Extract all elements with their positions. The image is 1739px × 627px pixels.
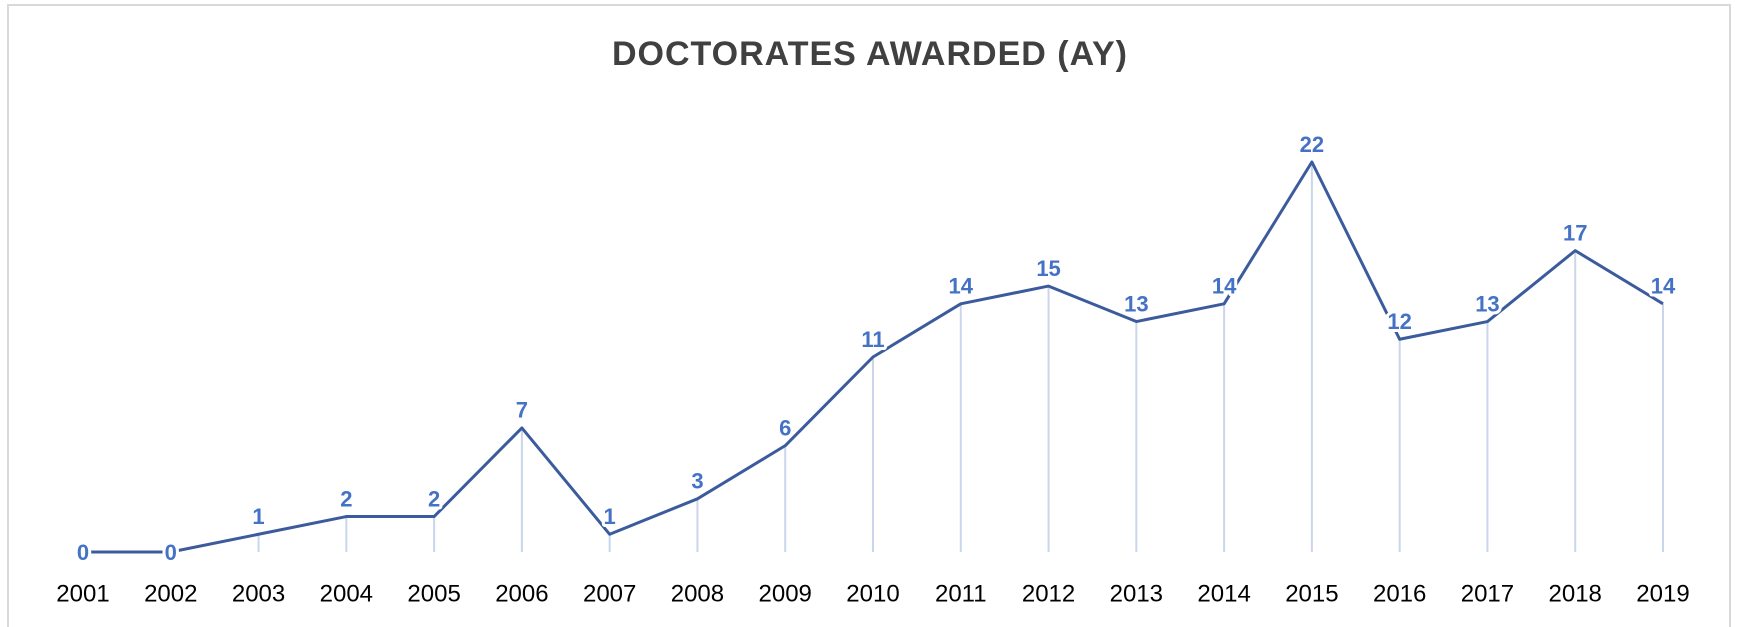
data-label: 13 <box>1124 291 1148 316</box>
data-label: 15 <box>1036 256 1060 281</box>
x-tick-label: 2014 <box>1197 580 1250 607</box>
data-label: 2 <box>428 486 440 511</box>
data-label: 0 <box>77 540 89 565</box>
data-label: 6 <box>779 415 791 440</box>
x-tick-label: 2007 <box>583 580 636 607</box>
x-tick-label: 2011 <box>935 580 987 607</box>
data-label: 1 <box>604 504 616 529</box>
data-label: 2 <box>340 486 352 511</box>
x-tick-label: 2008 <box>671 580 724 607</box>
chart-title: DOCTORATES AWARDED (AY) <box>612 35 1128 73</box>
x-tick-label: 2015 <box>1285 580 1338 607</box>
x-tick-label: 2006 <box>495 580 548 607</box>
data-label: 14 <box>1212 274 1237 299</box>
data-line <box>83 160 1664 554</box>
data-label: 22 <box>1300 132 1324 157</box>
data-label: 11 <box>861 327 884 352</box>
x-tick-label: 2004 <box>320 580 373 607</box>
x-tick-label: 2012 <box>1022 580 1075 607</box>
data-label: 1 <box>252 504 264 529</box>
data-label: 14 <box>1651 274 1676 299</box>
data-label: 0 <box>165 540 177 565</box>
data-label: 17 <box>1563 220 1587 245</box>
x-tick-label: 2009 <box>759 580 812 607</box>
data-label: 7 <box>516 398 528 423</box>
x-tick-label: 2017 <box>1461 580 1514 607</box>
x-tick-label: 2002 <box>144 580 197 607</box>
x-tick-label: 2003 <box>232 580 285 607</box>
x-tick-label: 2005 <box>407 580 460 607</box>
chart-frame <box>7 4 1731 627</box>
x-tick-label: 2018 <box>1549 580 1602 607</box>
data-label: 3 <box>691 469 703 494</box>
x-tick-label: 2019 <box>1636 580 1689 607</box>
x-tick-label: 2013 <box>1110 580 1163 607</box>
x-tick-label: 2001 <box>56 580 109 607</box>
data-label: 14 <box>949 274 974 299</box>
x-tick-label: 2016 <box>1373 580 1426 607</box>
data-label: 13 <box>1475 291 1499 316</box>
data-label: 12 <box>1387 309 1411 334</box>
x-tick-label: 2010 <box>846 580 899 607</box>
